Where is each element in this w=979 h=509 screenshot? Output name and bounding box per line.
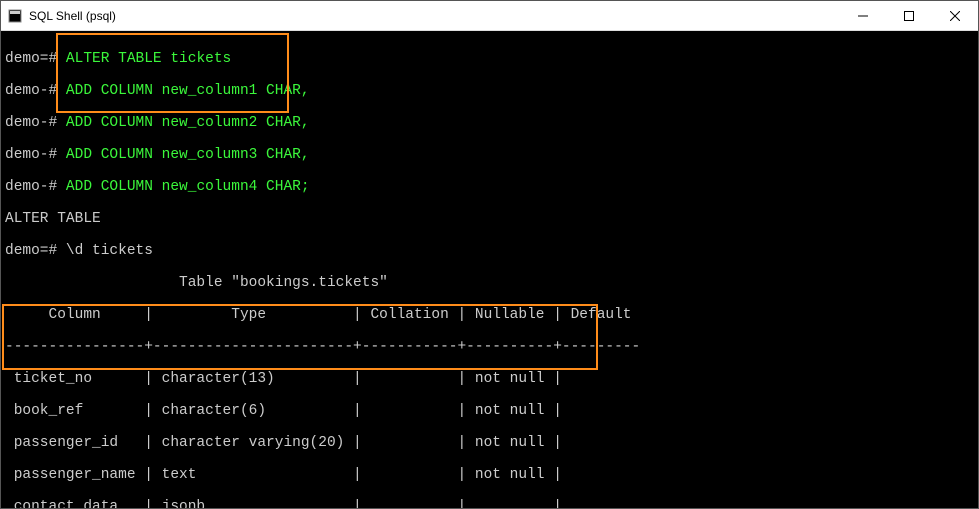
prompt: demo-# — [5, 147, 57, 163]
table-row: ticket_no | character(13) | | not null | — [5, 371, 571, 387]
sql-line: ALTER TABLE tickets — [66, 51, 231, 67]
prompt: demo-# — [5, 83, 57, 99]
highlight-box-sql — [56, 33, 289, 113]
prompt: demo=# — [5, 51, 57, 67]
prompt: demo=# — [5, 243, 57, 259]
sql-line: ADD COLUMN new_column4 CHAR; — [66, 179, 310, 195]
minimize-button[interactable] — [840, 1, 886, 30]
window-title: SQL Shell (psql) — [29, 9, 840, 23]
sql-line: ADD COLUMN new_column2 CHAR, — [66, 115, 310, 131]
window-controls — [840, 1, 978, 30]
close-button[interactable] — [932, 1, 978, 30]
table-divider: ----------------+-----------------------… — [5, 339, 640, 355]
table-row: passenger_id | character varying(20) | |… — [5, 435, 571, 451]
response: ALTER TABLE — [5, 211, 101, 227]
prompt: demo-# — [5, 179, 57, 195]
app-icon — [7, 8, 23, 24]
titlebar[interactable]: SQL Shell (psql) — [1, 1, 978, 31]
psql-window: SQL Shell (psql) demo=# ALTER TABLE tick… — [0, 0, 979, 509]
table-title: Table "bookings.tickets" — [5, 275, 388, 291]
sql-line: ADD COLUMN new_column3 CHAR, — [66, 147, 310, 163]
table-row: passenger_name | text | | not null | — [5, 467, 571, 483]
prompt: demo-# — [5, 115, 57, 131]
table-row: book_ref | character(6) | | not null | — [5, 403, 571, 419]
table-row: contact_data | jsonb | | | — [5, 499, 571, 508]
terminal-output[interactable]: demo=# ALTER TABLE tickets demo-# ADD CO… — [1, 31, 978, 508]
sql-line: ADD COLUMN new_column1 CHAR, — [66, 83, 310, 99]
d-command: \d tickets — [66, 243, 153, 259]
maximize-button[interactable] — [886, 1, 932, 30]
table-columns-header: Column | Type | Collation | Nullable | D… — [5, 307, 640, 323]
